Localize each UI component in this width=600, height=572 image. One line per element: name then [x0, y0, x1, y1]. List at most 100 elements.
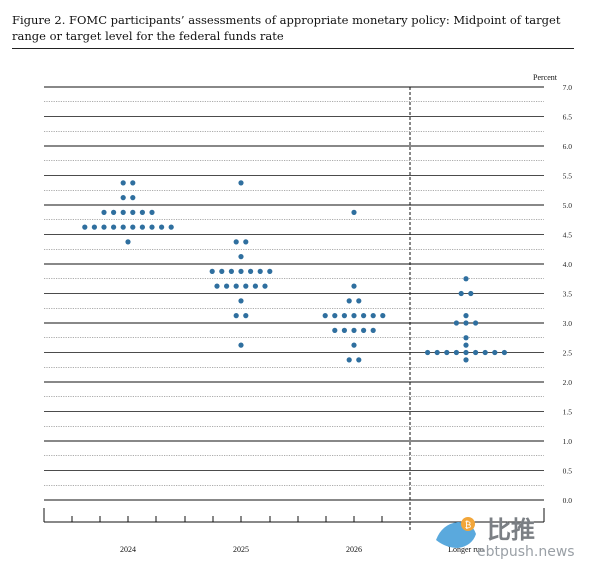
participant-dot: [453, 320, 459, 326]
participant-dot: [380, 313, 386, 319]
participant-dot: [468, 290, 474, 297]
participant-dot: [120, 195, 126, 201]
y-tick-label: 4.0: [563, 260, 573, 269]
participant-dot: [458, 290, 464, 297]
participant-dot: [238, 268, 244, 274]
participant-dot: [341, 313, 347, 319]
participant-dot: [501, 349, 507, 356]
participant-dot: [168, 224, 174, 230]
participant-dot: [341, 327, 347, 333]
participant-dot: [257, 268, 263, 274]
participant-dot: [322, 313, 328, 319]
participant-dot: [130, 180, 136, 186]
participant-dot: [139, 224, 145, 230]
y-tick-label: 0.5: [563, 467, 573, 476]
participant-dot: [346, 357, 352, 363]
participant-dot: [473, 320, 479, 326]
y-tick-label: 4.5: [563, 231, 573, 240]
participant-dot: [361, 313, 367, 319]
participant-dot: [101, 209, 107, 215]
participant-dot: [463, 320, 469, 326]
y-tick-label: 0.0: [563, 496, 573, 505]
y-tick-label: 1.5: [563, 408, 573, 417]
participant-dot: [139, 209, 145, 215]
participant-dot: [463, 335, 469, 341]
participant-dot: [82, 224, 88, 230]
participant-dot: [243, 283, 249, 289]
figure-title: Figure 2. FOMC participants’ assessments…: [12, 12, 574, 49]
participant-dot: [356, 357, 362, 363]
participant-dot: [130, 209, 136, 215]
y-tick-label: 2.0: [563, 378, 573, 387]
participant-dot: [473, 349, 479, 356]
participant-dot: [332, 313, 338, 319]
participant-dot: [453, 349, 459, 356]
participant-dot: [149, 224, 155, 230]
participant-dot: [248, 268, 254, 274]
y-tick-labels: 0.0 0.5 1.0 1.5 2.0 2.5 3.0 3.5 4.0 4.5 5.0 5.5 6.0 6…: [563, 83, 573, 505]
participant-dot: [149, 209, 155, 215]
participant-dots: [82, 180, 507, 363]
svg-text:₿: ₿: [465, 520, 472, 531]
watermark-url: ebtpush.news: [477, 544, 575, 560]
participant-dot: [238, 298, 244, 304]
participant-dot: [492, 349, 498, 356]
x-axis: 2024 2025 2026 Longer run: [43, 508, 545, 554]
participant-dot: [351, 209, 357, 215]
participant-dot: [209, 268, 215, 274]
participant-dot: [238, 254, 244, 260]
x-category-label: 2025: [233, 545, 249, 554]
participant-dot: [361, 327, 367, 333]
participant-dot: [351, 313, 357, 319]
participant-dot: [252, 283, 258, 289]
y-tick-label: 5.5: [563, 172, 573, 181]
participant-dot: [120, 209, 126, 215]
participant-dot: [463, 276, 469, 282]
y-tick-label: 3.0: [563, 319, 573, 328]
participant-dot: [332, 327, 338, 333]
participant-dot: [228, 268, 234, 274]
participant-dot: [238, 180, 244, 186]
participant-dot: [262, 283, 268, 289]
participant-dot: [351, 342, 357, 348]
x-category-label: Longer run: [448, 545, 484, 554]
participant-dot: [111, 209, 117, 215]
participant-dot: [370, 327, 376, 333]
participant-dot: [238, 342, 244, 348]
participant-dot: [120, 224, 126, 230]
participant-dot: [267, 268, 273, 274]
participant-dot: [351, 283, 357, 289]
y-unit-label: Percent: [533, 73, 558, 82]
participant-dot: [130, 195, 136, 201]
participant-dot: [482, 349, 488, 356]
y-tick-label: 1.0: [563, 437, 573, 446]
participant-dot: [111, 224, 117, 230]
participant-dot: [346, 298, 352, 304]
y-tick-label: 5.0: [563, 201, 573, 210]
participant-dot: [214, 283, 220, 289]
participant-dot: [243, 313, 249, 319]
participant-dot: [224, 283, 230, 289]
participant-dot: [233, 313, 239, 319]
participant-dot: [463, 357, 469, 363]
y-tick-label: 7.0: [563, 83, 573, 92]
x-category-label: 2026: [346, 545, 362, 554]
y-tick-label: 6.5: [563, 113, 573, 122]
participant-dot: [463, 349, 469, 356]
watermark-chinese: 比推: [487, 516, 535, 544]
participant-dot: [130, 224, 136, 230]
participant-dot: [233, 283, 239, 289]
participant-dot: [425, 349, 431, 356]
participant-dot: [91, 224, 97, 230]
participant-dot: [125, 239, 131, 245]
participant-dot: [444, 349, 450, 356]
participant-dot: [370, 313, 376, 319]
participant-dot: [159, 224, 165, 230]
participant-dot: [351, 327, 357, 333]
participant-dot: [243, 239, 249, 245]
participant-dot: [463, 342, 469, 348]
y-tick-label: 2.5: [563, 349, 573, 358]
participant-dot: [219, 268, 225, 274]
participant-dot: [463, 313, 469, 319]
